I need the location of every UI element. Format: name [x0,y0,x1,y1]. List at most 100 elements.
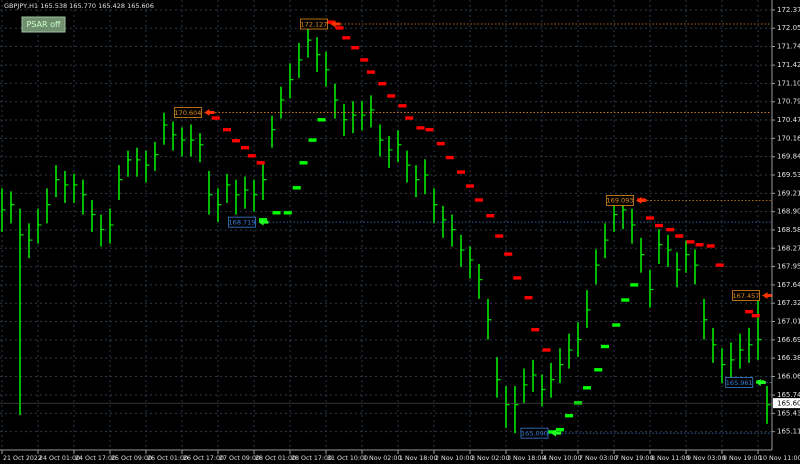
psar-dot [475,198,483,202]
level-label-box [725,377,754,388]
psar-dot [706,244,715,248]
x-tick-label: 7 Nov 19:00 [615,455,653,462]
x-tick-label: 8 Nov 11:00 [651,455,689,462]
current-price-label: 165.606 [777,399,800,407]
psar-dot [292,186,301,190]
x-tick-label: 3 Nov 02:00 [471,455,509,462]
x-tick-label: 2 Nov 10:00 [435,455,473,462]
y-tick-label: 166.380 [777,354,800,362]
x-tick-label: 24 Oct 17:00 [75,455,116,462]
level-label-box [520,427,549,439]
symbol-header: GBPJPY,H1 165.538 165.770 165.428 165.60… [4,2,154,10]
x-tick-label: 7 Nov 03:00 [579,455,617,462]
psar-dot [342,36,351,40]
level-label: 170.604 [175,109,202,117]
psar-dot [232,138,240,143]
psar-dot [531,327,540,332]
psar-dot [445,155,454,160]
psar-dot [666,227,675,232]
x-tick-label: 28 Oct 17:00 [291,455,332,462]
psar-button[interactable] [21,16,66,33]
psar-dot [283,211,292,215]
x-tick-label: 3 Nov 18:00 [507,455,545,462]
psar-button-label[interactable]: PSAR off [26,20,61,29]
psar-dot [223,127,231,132]
level-arrow [551,429,561,437]
level-label: 169.093 [607,197,634,205]
level-label-box [606,195,634,206]
psar-dot [416,126,425,130]
psar-dot [601,344,609,349]
y-tick-label: 167.010 [777,318,800,326]
y-tick-label: 167.325 [777,299,800,307]
psar-dot [513,276,522,280]
x-tick-label: 1 Nov 02:00 [363,455,401,462]
x-tick-label: 10 Nov 11:00 [759,455,800,462]
psar-dot [715,263,724,267]
y-tick-label: 167.955 [777,263,800,271]
level-label: 168.719 [229,218,256,226]
psar-dot [686,240,695,244]
y-tick-label: 170.475 [777,116,800,124]
level-arrow [762,292,773,300]
y-tick-label: 169.215 [777,189,800,197]
psar-dot [621,298,630,302]
psar-dot [425,127,434,132]
psar-dot [495,234,504,238]
psar-dot [565,413,573,418]
level-label: 165.090 [521,429,548,437]
psar-dot [646,216,654,220]
level-label: 165.961 [726,379,753,387]
psar-dot [256,161,265,165]
level-arrow [204,109,215,117]
x-tick-label: 26 Oct 01:00 [147,455,188,462]
x-tick-label: 9 Nov 19:00 [723,455,761,462]
current-price-box [773,398,800,409]
level-label-box [174,107,202,118]
y-tick-label: 171.105 [777,79,800,87]
psar-dot [466,184,474,188]
psar-dot [211,116,220,120]
psar-dot [655,223,663,228]
psar-dot [695,243,704,247]
y-tick-label: 165.745 [777,391,800,399]
y-tick-label: 170.160 [777,134,800,142]
psar-dot [583,386,591,390]
x-tick-label: 1 Nov 18:00 [399,455,437,462]
x-tick-label: 25 Oct 09:00 [111,455,152,462]
y-tick-label: 171.420 [777,61,800,69]
level-label-box [228,216,256,228]
y-tick-label: 170.790 [777,98,800,106]
y-tick-label: 168.270 [777,244,800,252]
psar-dot [378,82,387,86]
psar-dot [436,141,445,146]
y-tick-label: 171.740 [777,43,800,51]
psar-dot [751,313,760,318]
psar-dot [335,26,344,30]
x-tick-label: 28 Oct 01:00 [255,455,296,462]
level-label: 172.127 [301,20,328,28]
psar-dot [556,427,564,432]
psar-dot [612,323,621,327]
psar-dot [504,252,513,256]
psar-dot [524,295,533,300]
psar-dot [745,309,753,314]
psar-dot [486,213,495,218]
y-tick-label: 165.115 [777,428,800,436]
psar-dot [405,116,414,120]
x-tick-label: 27 Oct 09:00 [219,455,260,462]
x-tick-label: 26 Oct 17:00 [183,455,224,462]
x-tick-label: 24 Oct 01:00 [39,455,80,462]
psar-dot [326,20,335,24]
y-tick-label: 166.695 [777,336,800,344]
y-tick-label: 169.845 [777,153,800,161]
x-tick-label: 21 Oct 2022 [3,455,42,462]
level-label-box [300,18,328,30]
psar-dot [457,170,465,174]
y-tick-label: 167.640 [777,281,800,289]
psar-dot [398,104,407,108]
